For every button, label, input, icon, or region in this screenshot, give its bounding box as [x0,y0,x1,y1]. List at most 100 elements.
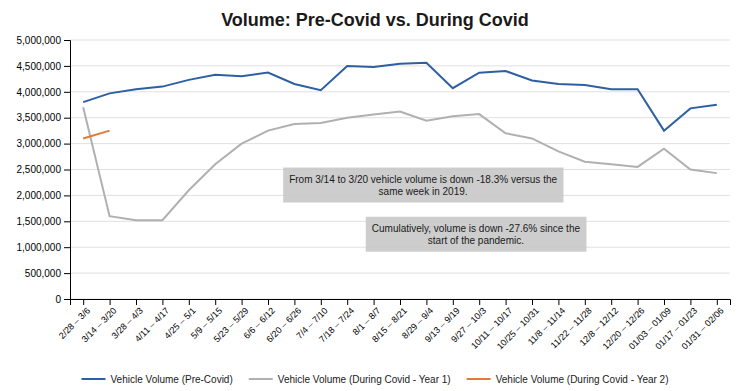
grid-line [70,91,730,92]
y-tick: 1,000,000 [17,242,71,253]
x-tick-mark [136,299,137,305]
y-tick-mark [64,221,70,222]
legend-item: Vehicle Volume (During Covid - Year 2) [467,374,669,385]
x-tick-mark [717,299,718,305]
y-tick: 5,000,000 [17,35,71,46]
y-tick-label: 3,000,000 [17,138,62,149]
annotation: From 3/14 to 3/20 vehicle volume is down… [283,168,563,203]
legend-label: Vehicle Volume (During Covid - Year 1) [278,374,451,385]
y-tick-mark [64,170,70,171]
x-tick-mark [400,299,401,305]
y-tick: 1,500,000 [17,216,71,227]
x-tick: 01/31 – 02/06 [680,299,726,351]
y-tick-mark [64,40,70,41]
y-tick-mark [64,247,70,248]
legend-item: Vehicle Volume (Pre-Covid) [81,374,232,385]
annotation-text: From 3/14 to 3/20 vehicle volume is down… [289,174,557,197]
x-tick-mark [110,299,111,305]
annotations: From 3/14 to 3/20 vehicle volume is down… [283,168,586,252]
x-tick-label: 8/15 – 8/21 [370,305,409,344]
x-tick-mark [479,299,480,305]
y-tick: 3,000,000 [17,138,71,149]
x-tick-mark [453,299,454,305]
y-tick-label: 2,500,000 [17,164,62,175]
y-tick-mark [64,273,70,274]
series-line [83,131,109,139]
x-tick-mark [321,299,322,305]
x-tick-label: 6/20 – 6/26 [264,305,303,344]
legend-swatch [81,378,105,380]
y-tick: 0 [55,294,70,305]
x-tick-mark [242,299,243,305]
x-tick-mark [426,299,427,305]
title: Volume: Pre-Covid vs. During Covid [221,10,529,30]
x-tick-mark [532,299,533,305]
grid-line [70,117,730,118]
annotation-box [366,217,587,252]
y-tick-label: 3,500,000 [17,112,62,123]
legend-label: Vehicle Volume (Pre-Covid) [110,374,232,385]
lines [83,63,717,220]
x-axis: 2/28 – 3/63/14 – 3/203/28 – 4/34/11 – 4/… [57,299,731,351]
x-tick-mark [294,299,295,305]
legend-label: Vehicle Volume (During Covid - Year 2) [496,374,669,385]
series-line [83,107,717,220]
grid [70,40,730,299]
x-tick-mark [189,299,190,305]
y-tick: 4,000,000 [17,87,71,98]
x-tick-mark [374,299,375,305]
y-tick-label: 1,500,000 [17,216,62,227]
plot: 0 500,000 1,000,000 1,500,000 2,000,000 2,500… [17,35,731,352]
grid-line [70,65,730,66]
x-tick-label: 5/23 – 5/29 [212,305,251,344]
x-tick-mark [638,299,639,305]
chart: Volume: Pre-Covid vs. During Covid 0 500,0… [0,0,750,391]
y-tick-mark [64,195,70,196]
y-tick-label: 2,000,000 [17,190,62,201]
x-tick-mark [268,299,269,305]
annotation-text: Cumulatively, volume is down -27.6% sinc… [372,223,581,246]
x-tick-label: 3/14 – 3/20 [80,305,119,344]
x-tick-mark [215,299,216,305]
y-tick: 2,000,000 [17,190,71,201]
legend-swatch [249,378,273,380]
annotation-box [283,168,563,203]
x-tick: 7/18 – 7/24 [317,299,356,344]
annotation: Cumulatively, volume is down -27.6% sinc… [366,217,587,252]
y-tick: 4,500,000 [17,61,71,72]
y-tick-mark [64,92,70,93]
x-tick-mark [162,299,163,305]
x-tick-mark [690,299,691,305]
y-tick-mark [64,118,70,119]
y-tick: 2,500,000 [17,164,71,175]
x-tick-mark [611,299,612,305]
legend-item: Vehicle Volume (During Covid - Year 1) [249,374,451,385]
x-tick-mark [558,299,559,305]
series-line [83,63,717,131]
legend-swatch [467,378,491,380]
x-tick-label: 7/18 – 7/24 [317,305,356,344]
legend: Vehicle Volume (Pre-Covid) Vehicle Volume… [81,374,668,385]
y-tick-label: 5,000,000 [17,35,62,46]
x-tick-label: 01/31 – 02/06 [680,305,726,351]
x-tick-mark [664,299,665,305]
y-tick-mark [64,144,70,145]
grid-line [70,40,730,41]
y-tick-label: 4,500,000 [17,61,62,72]
x-tick-mark [506,299,507,305]
x-tick-mark [585,299,586,305]
y-tick: 3,500,000 [17,112,71,123]
y-tick-mark [64,299,70,300]
y-axis: 0 500,000 1,000,000 1,500,000 2,000,000 2,500… [17,35,71,305]
x-axis-line [71,300,731,306]
x-tick-mark [83,299,84,305]
grid-line [70,273,730,274]
y-tick-label: 4,000,000 [17,87,62,98]
x-tick-mark [347,299,348,305]
grid-line [70,143,730,144]
y-tick: 500,000 [25,268,70,279]
y-axis-line [64,41,71,300]
y-tick-mark [64,66,70,67]
y-tick-label: 0 [55,294,61,305]
y-tick-label: 1,000,000 [17,242,62,253]
